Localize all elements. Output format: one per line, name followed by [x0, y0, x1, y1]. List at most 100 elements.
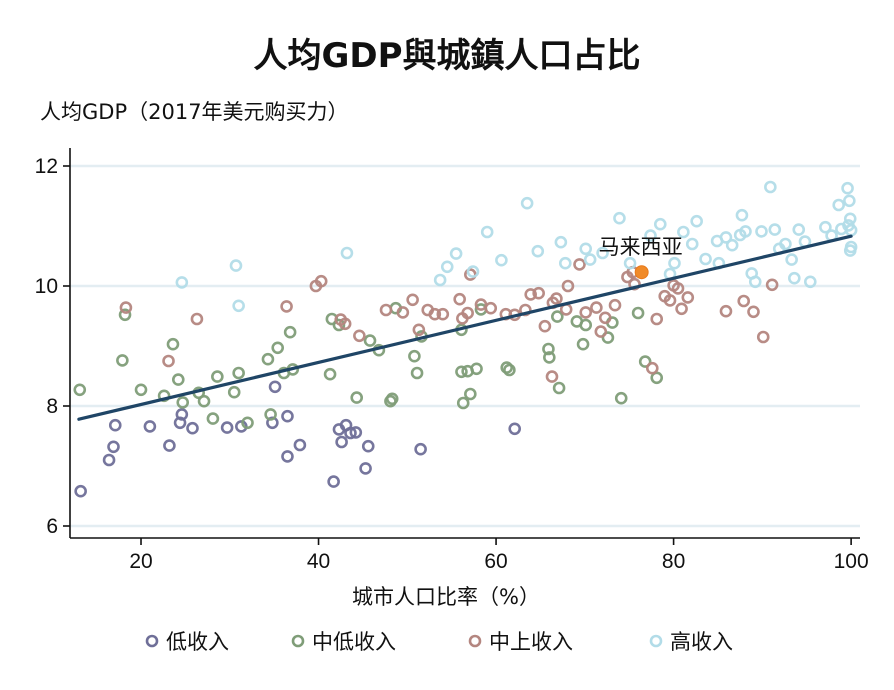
data-point [470, 362, 483, 376]
data-point [843, 244, 857, 257]
data-point [232, 299, 245, 313]
data-point [631, 306, 645, 320]
legend-marker [649, 634, 663, 648]
data-point [653, 217, 667, 231]
legend-label: 中上收入 [489, 630, 573, 654]
data-point [428, 307, 442, 321]
data-point [668, 256, 681, 270]
data-point [119, 301, 133, 314]
data-point [118, 308, 132, 322]
x-tick-label: 100 [834, 550, 869, 573]
data-point [116, 354, 129, 367]
data-point [628, 277, 641, 291]
data-point [175, 276, 189, 289]
data-point [542, 342, 555, 356]
data-point [725, 238, 739, 252]
data-point [531, 244, 545, 258]
legend-item: 中低收入 [291, 630, 396, 654]
x-tick-label: 60 [484, 550, 507, 573]
data-point [596, 246, 609, 260]
data-point [227, 385, 241, 399]
data-point [379, 303, 393, 317]
data-point [350, 391, 364, 404]
data-point [765, 278, 779, 292]
data-point [229, 259, 243, 272]
data-point [598, 311, 612, 325]
data-point [232, 366, 245, 380]
data-point [264, 408, 277, 421]
data-point [335, 435, 348, 449]
data-point [719, 304, 733, 318]
y-tick-label: 10 [35, 275, 58, 298]
data-points [73, 180, 858, 498]
data-point [163, 439, 176, 452]
data-point [792, 223, 806, 236]
data-point [157, 389, 171, 403]
data-point [545, 370, 559, 383]
data-point [175, 408, 189, 421]
data-point [484, 301, 498, 315]
data-point [601, 331, 615, 344]
data-point [107, 440, 120, 454]
data-point [681, 291, 695, 304]
data-point [551, 310, 564, 323]
data-point [74, 484, 87, 498]
data-point [359, 462, 372, 475]
data-point [461, 306, 474, 320]
data-point [638, 355, 652, 368]
data-point [396, 306, 410, 319]
data-point [803, 275, 817, 289]
data-point [206, 412, 220, 425]
data-point [550, 292, 563, 305]
data-point [408, 349, 421, 363]
data-point [832, 198, 845, 212]
data-point [756, 330, 770, 344]
data-point [579, 242, 593, 256]
data-point [162, 354, 175, 368]
data-point [314, 274, 328, 288]
data-point [561, 279, 575, 293]
data-point [455, 365, 468, 379]
data-point [102, 453, 116, 467]
data-point [261, 352, 275, 366]
data-point [241, 416, 254, 430]
data-point [538, 319, 552, 333]
data-point [608, 298, 622, 312]
data-point [171, 373, 185, 386]
data-point [340, 246, 354, 260]
data-point [500, 361, 514, 374]
x-axis-label: 城市人口比率（%） [352, 585, 540, 609]
data-point [785, 253, 798, 266]
data-point [554, 235, 568, 249]
legend-item: 中上收入 [468, 630, 573, 654]
data-point [764, 180, 777, 194]
data-point [361, 439, 375, 453]
data-point [843, 212, 857, 226]
x-tick-label: 80 [662, 550, 685, 573]
legend: 低收入 中低收入 中上收入 高收入 [145, 630, 733, 654]
data-point [747, 305, 760, 319]
chart-title: 人均GDP與城鎮人口占比 [253, 36, 640, 76]
data-point [456, 396, 470, 410]
trend-line [77, 234, 853, 421]
data-point [520, 196, 534, 210]
x-tick-label: 40 [307, 550, 330, 573]
annotation-label: 马来西亚 [599, 235, 683, 259]
data-point [590, 301, 603, 314]
data-point [579, 318, 593, 332]
data-point [453, 292, 466, 306]
data-point [737, 294, 751, 308]
data-point [779, 237, 792, 251]
data-point [594, 325, 608, 338]
data-point [650, 312, 664, 326]
data-point [108, 418, 122, 432]
data-point [327, 475, 340, 488]
data-point [173, 416, 187, 430]
trend-line-group [77, 234, 853, 421]
y-tick-label: 6 [46, 515, 58, 538]
data-point [283, 325, 297, 339]
data-point [293, 438, 307, 452]
data-point [559, 256, 572, 270]
data-point [841, 181, 854, 195]
